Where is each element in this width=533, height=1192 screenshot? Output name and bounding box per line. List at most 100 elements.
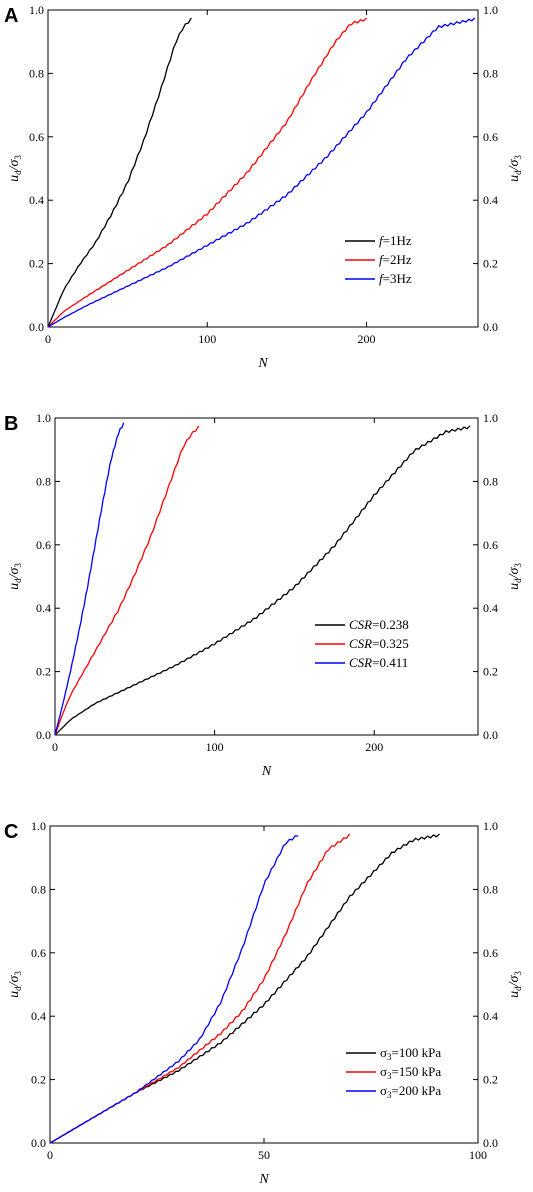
y-axis-title-right: ud/σ3	[507, 155, 523, 182]
y-tick-label-left: 0.2	[36, 665, 51, 679]
legend-entry: σ3=200 kPa	[380, 1083, 441, 1100]
legend-text-subscript: 3	[387, 1071, 392, 1081]
legend-text-suffix: =150 kPa	[392, 1064, 442, 1079]
series-line	[54, 425, 471, 736]
y-tick-label-left: 0.0	[29, 320, 44, 334]
legend-text-prefix: f	[379, 271, 385, 286]
series-line	[54, 422, 125, 736]
legend-entry: f=3Hz	[379, 271, 412, 286]
y-tick-label-right: 1.0	[483, 819, 498, 833]
y-axis-title-left: ud/σ3	[7, 155, 23, 182]
y-tick-label-right: 0.2	[483, 257, 498, 271]
y-tick-label-right: 1.0	[483, 411, 498, 425]
series-line	[54, 425, 200, 736]
x-tick-label: 100	[206, 740, 224, 754]
legend-text-suffix: =200 kPa	[392, 1083, 442, 1098]
x-tick-label: 0	[52, 740, 58, 754]
y-tick-label-right: 0.0	[483, 728, 498, 742]
legend-entry: σ3=100 kPa	[380, 1045, 441, 1062]
y-tick-label-right: 1.0	[483, 3, 498, 17]
y-tick-label-right: 0.0	[483, 320, 498, 334]
x-axis-title: N	[258, 1172, 269, 1187]
y-tick-label-right: 0.8	[483, 882, 498, 896]
y-tick-label-right: 0.6	[483, 130, 498, 144]
y-tick-label-left: 1.0	[29, 3, 44, 17]
x-tick-label: 0	[45, 332, 51, 346]
panel-a: A 0 100 200 0.0 0.0 0.2 0.2 0.4 0.4 0.6 0.6 0.8 0.8 1.…	[4, 3, 523, 371]
y-tick-label-left: 0.4	[36, 601, 51, 615]
series-line	[47, 17, 367, 328]
y-tick-label-right: 0.2	[483, 665, 498, 679]
panel-letter: B	[4, 413, 18, 435]
x-tick-label: 100	[198, 332, 216, 346]
y-tick-label-left: 1.0	[36, 411, 51, 425]
y-axis-title-left: ud/σ3	[7, 971, 23, 998]
legend-entry: f=2Hz	[379, 252, 412, 267]
panel-b: B 0 100 200 0.0 0.0 0.2 0.2 0.4 0.4 0.6 0.6 0.8 0.8 1.…	[4, 411, 523, 779]
panel-letter: A	[4, 5, 18, 27]
y-tick-label-left: 0.8	[36, 474, 51, 488]
y-tick-label-right: 0.6	[483, 538, 498, 552]
legend-text-prefix: f	[379, 233, 385, 248]
series-line	[49, 835, 299, 1144]
y-axis-title-right: ud/σ3	[507, 971, 523, 998]
legend-entry: CSR=0.238	[349, 617, 409, 632]
y-tick-label-left: 0.6	[29, 130, 44, 144]
series-line	[49, 833, 351, 1144]
legend-entry: σ3=150 kPa	[380, 1064, 441, 1081]
panel-letter: C	[4, 821, 18, 843]
x-tick-label: 200	[358, 332, 376, 346]
series-line	[47, 17, 476, 328]
legend-text-suffix: =0.411	[372, 655, 408, 670]
y-tick-label-right: 0.4	[483, 601, 498, 615]
y-tick-label-left: 0.4	[31, 1009, 46, 1023]
legend-text-suffix: =0.238	[372, 617, 409, 632]
x-tick-label: 100	[469, 1148, 487, 1162]
y-tick-label-right: 0.2	[483, 1073, 498, 1087]
y-tick-label-right: 0.4	[483, 1009, 498, 1023]
legend-text-prefix: CSR	[349, 617, 372, 632]
y-tick-label-left: 0.6	[31, 946, 46, 960]
y-tick-label-left: 0.0	[31, 1136, 46, 1150]
y-tick-label-right: 0.8	[483, 66, 498, 80]
y-tick-label-left: 0.8	[29, 66, 44, 80]
plot-frame	[54, 417, 479, 736]
y-axis-title-left: ud/σ3	[7, 563, 23, 590]
y-tick-label-right: 0.6	[483, 946, 498, 960]
legend-text-subscript: 3	[387, 1090, 392, 1100]
y-tick-label-right: 0.4	[483, 193, 498, 207]
legend-text-suffix: =0.325	[372, 636, 409, 651]
series-line	[47, 17, 192, 328]
legend-text-subscript: 3	[387, 1052, 392, 1062]
x-tick-label: 50	[258, 1148, 270, 1162]
legend-text-suffix: =1Hz	[383, 233, 412, 248]
legend-entry: CSR=0.411	[349, 655, 408, 670]
y-tick-label-left: 0.4	[29, 193, 44, 207]
x-tick-label: 200	[365, 740, 383, 754]
legend-text-prefix: CSR	[349, 655, 372, 670]
legend-text-prefix: f	[379, 252, 385, 267]
y-tick-label-right: 0.8	[483, 474, 498, 488]
legend-entry: CSR=0.325	[349, 636, 409, 651]
legend-text-prefix: σ	[380, 1083, 387, 1098]
y-tick-label-left: 0.8	[31, 882, 46, 896]
legend-text-suffix: =2Hz	[383, 252, 412, 267]
y-tick-label-left: 1.0	[31, 819, 46, 833]
legend-text-prefix: σ	[380, 1045, 387, 1060]
x-axis-title: N	[261, 764, 272, 779]
y-tick-label-left: 0.6	[36, 538, 51, 552]
legend-text-prefix: CSR	[349, 636, 372, 651]
legend-entry: f=1Hz	[379, 233, 412, 248]
plot-frame	[47, 9, 479, 328]
y-tick-label-left: 0.2	[29, 257, 44, 271]
y-tick-label-left: 0.2	[31, 1073, 46, 1087]
y-tick-label-right: 0.0	[483, 1136, 498, 1150]
x-tick-label: 0	[47, 1148, 53, 1162]
legend-text-prefix: σ	[380, 1064, 387, 1079]
legend-text-suffix: =3Hz	[383, 271, 412, 286]
y-axis-title-right: ud/σ3	[507, 563, 523, 590]
legend-text-suffix: =100 kPa	[392, 1045, 442, 1060]
y-tick-label-left: 0.0	[36, 728, 51, 742]
